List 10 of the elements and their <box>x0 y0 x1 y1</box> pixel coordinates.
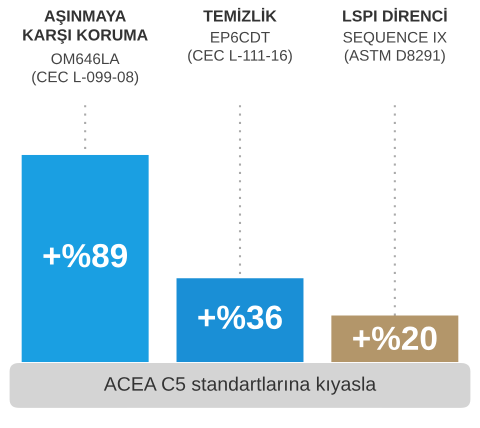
text: EP6CDT (CEC L-111-16) <box>188 32 292 64</box>
x-tick-label: LSPI DİRENCİ <box>343 8 447 22</box>
x-tick-label: TEMİZLİK <box>203 8 277 22</box>
text: SEQUENCE IX (ASTM D8291) <box>343 32 447 64</box>
data-label: +%89 <box>43 244 128 268</box>
data-label: +%36 <box>198 306 282 330</box>
text: OM646LA (CEC L-099-08) <box>32 53 138 86</box>
data-label: +%20 <box>353 326 437 350</box>
x-axis-title: ACEA C5 standartlarına kıyasla <box>104 376 376 395</box>
x-tick-label: AŞINMAYA KARŞI KORUMA <box>23 10 148 44</box>
